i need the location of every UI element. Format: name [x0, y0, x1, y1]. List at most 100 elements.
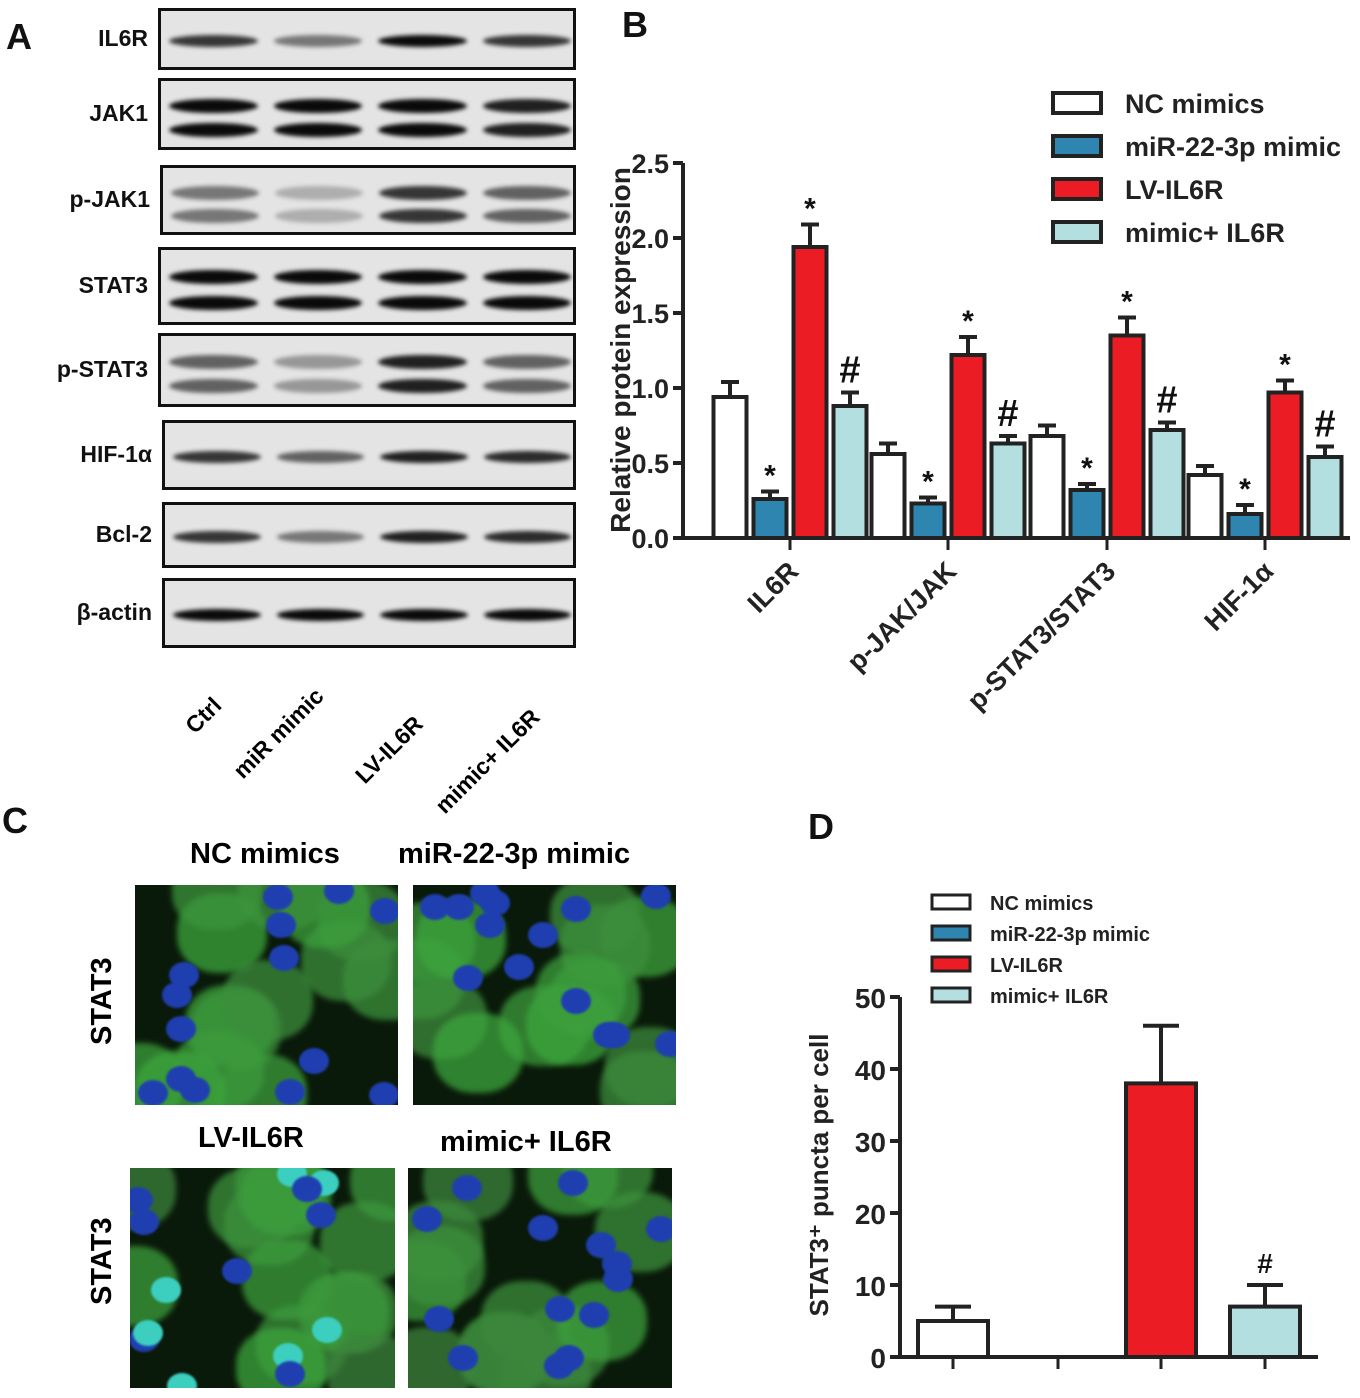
blot-band: [483, 208, 571, 223]
significance-mark: *: [804, 193, 816, 226]
y-tick-label: 30: [855, 1127, 886, 1158]
bar: [909, 501, 947, 540]
blot-band: [173, 609, 261, 621]
blot-1: [158, 78, 576, 150]
legend-label: mimic+ IL6R: [1125, 218, 1285, 248]
blot-band: [380, 609, 468, 621]
blot-band: [378, 296, 467, 311]
blot-band: [276, 531, 364, 543]
blot-band: [482, 296, 571, 311]
blot-label: JAK1: [89, 100, 148, 126]
blot-band: [378, 354, 467, 369]
panel-label-b: B: [622, 4, 648, 45]
microscopy-image: [130, 1168, 395, 1388]
blot-band: [482, 354, 571, 369]
significance-mark: #: [997, 393, 1018, 435]
blot-band: [273, 270, 362, 285]
significance-mark: *: [962, 305, 974, 338]
blot-band: [378, 35, 467, 47]
y-axis-label: Relative protein expression: [605, 167, 636, 533]
legend-swatch: [1051, 177, 1103, 201]
blot-band: [173, 531, 261, 543]
bar: [1228, 1304, 1302, 1359]
microscopy-title: mimic+ IL6R: [440, 1126, 612, 1158]
blot-band: [169, 379, 258, 394]
legend-swatch: [930, 924, 972, 942]
blot-band: [275, 185, 363, 200]
blot-band: [380, 531, 468, 543]
blot-band: [171, 208, 259, 223]
significance-mark: *: [1081, 452, 1093, 485]
bar: [1028, 434, 1066, 540]
legend-swatch: [1051, 134, 1103, 158]
y-tick-label: 0: [870, 1343, 886, 1374]
y-tick-label: 0.5: [631, 449, 669, 479]
blot-band: [169, 354, 258, 369]
bar: [916, 1319, 990, 1359]
significance-mark: #: [1156, 380, 1177, 422]
bar: [869, 452, 907, 540]
blot-band: [273, 35, 362, 47]
blot-label: HIF-1α: [80, 441, 152, 467]
blot-band: [276, 609, 364, 621]
microscopy-title: miR-22-3p mimic: [398, 838, 631, 870]
bar: [1306, 455, 1344, 540]
legend-label: LV-IL6R: [990, 955, 1064, 977]
blot-label: p-JAK1: [69, 186, 150, 212]
bar: [1124, 1081, 1198, 1360]
bar: [1108, 333, 1146, 540]
blot-band: [169, 35, 258, 47]
blot-2: [160, 165, 576, 235]
blot-band: [273, 354, 362, 369]
blot-4: [158, 333, 576, 407]
legend-swatch: [930, 986, 972, 1004]
blot-7: [162, 578, 576, 648]
blot-band: [379, 185, 467, 200]
significance-mark: *: [1121, 286, 1133, 319]
legend-swatch: [1051, 91, 1103, 115]
significance-mark: #: [839, 350, 860, 392]
blot-label: β-actin: [76, 599, 152, 625]
blot-label: IL6R: [98, 25, 148, 51]
legend-label: mimic+ IL6R: [990, 986, 1109, 1008]
y-axis-label: STAT3⁺ puncta per cell: [804, 1034, 834, 1317]
blot-band: [482, 99, 571, 114]
blot-label: Bcl-2: [95, 521, 152, 547]
blot-band: [169, 270, 258, 285]
blot-band: [169, 122, 258, 137]
bar: [1148, 428, 1186, 540]
legend-label: miR-22-3p mimic: [1125, 132, 1341, 162]
y-tick-label: 40: [855, 1055, 886, 1086]
y-tick-label: 10: [855, 1271, 886, 1302]
y-tick-label: 1.0: [631, 374, 669, 404]
bar: [1226, 512, 1264, 540]
bar: [791, 245, 829, 540]
microscopy-image: [413, 885, 676, 1105]
blot-band: [169, 296, 258, 311]
blot-band: [273, 379, 362, 394]
significance-mark: #: [1314, 404, 1335, 446]
legend-label: NC mimics: [990, 893, 1093, 915]
blot-band: [482, 379, 571, 394]
blot-band: [483, 609, 571, 621]
blot-band: [273, 99, 362, 114]
blot-3: [158, 247, 576, 325]
significance-mark: *: [764, 460, 776, 493]
blot-band: [378, 99, 467, 114]
blot-band: [171, 185, 259, 200]
panel-label-a: A: [6, 16, 32, 57]
y-tick-label: 2.5: [631, 149, 669, 179]
microscopy-title: LV-IL6R: [198, 1122, 304, 1154]
blot-label: STAT3: [78, 272, 148, 298]
blot-band: [380, 451, 468, 463]
y-tick-label: 0.0: [631, 524, 669, 554]
blot-band: [273, 296, 362, 311]
significance-mark: *: [1239, 473, 1251, 506]
blot-band: [379, 208, 467, 223]
y-tick-label: 50: [855, 983, 886, 1014]
blot-band: [169, 99, 258, 114]
bar: [711, 395, 749, 540]
